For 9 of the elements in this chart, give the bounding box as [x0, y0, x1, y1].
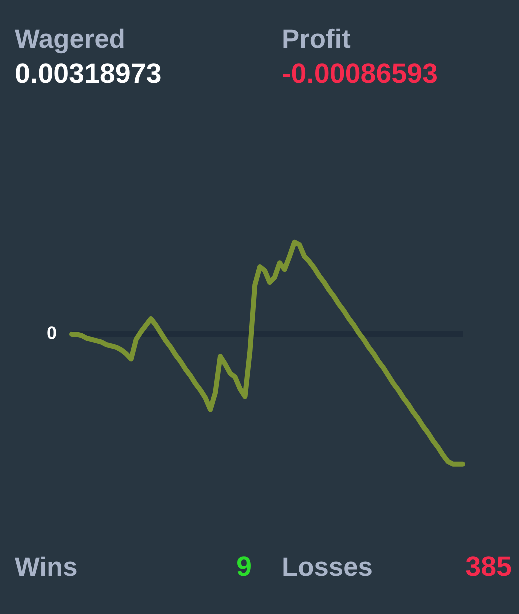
text: 0 [48, 326, 56, 340]
text: 385 [466, 556, 512, 576]
text: Losses [284, 558, 372, 576]
category-label: Wagered [15, 28, 124, 54]
category-label: Profit [284, 28, 351, 48]
data-label: -0.00086593 [283, 64, 437, 84]
text: Wins [15, 556, 77, 576]
text: 9 [238, 556, 251, 576]
data-label: 0.00318973 [16, 64, 161, 84]
